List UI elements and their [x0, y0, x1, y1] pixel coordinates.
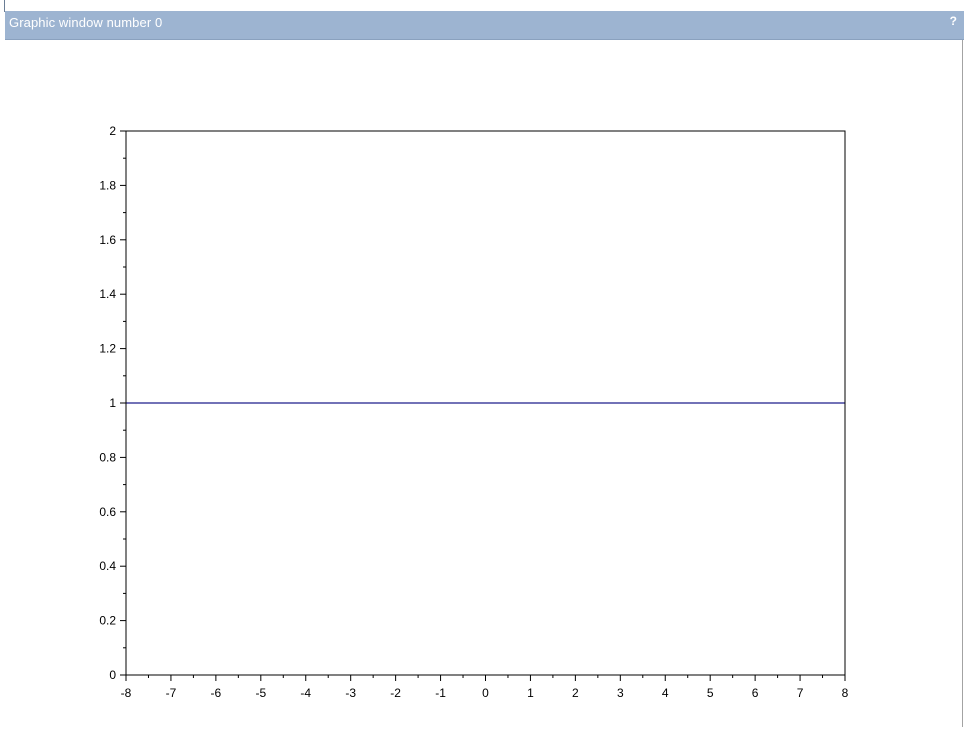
x-tick-label: -4 [300, 686, 311, 700]
line-chart: 0 0.2 0.4 0.6 0.8 1 1.2 1.4 1.6 1.8 2 -8 -7 -6 -5 -4 -3… [99, 124, 849, 700]
x-tick-label: 7 [797, 686, 804, 700]
x-axis-ticks: -8 -7 -6 -5 -4 -3 -2 -1 0 1 2 3 4 5 6 7 8 [121, 675, 849, 700]
x-tick-label: 0 [482, 686, 489, 700]
x-tick-label: -5 [255, 686, 266, 700]
y-tick-label: 0.4 [99, 559, 116, 573]
y-tick-label: 1.2 [99, 342, 116, 356]
y-tick-label: 1 [109, 396, 116, 410]
x-tick-label: -3 [345, 686, 356, 700]
x-tick-label: -6 [211, 686, 222, 700]
x-tick-label: 4 [662, 686, 669, 700]
y-tick-label: 1.4 [99, 287, 116, 301]
x-tick-label: 5 [707, 686, 714, 700]
x-tick-label: -2 [390, 686, 401, 700]
y-tick-label: 0.6 [99, 505, 116, 519]
plot-frame [125, 130, 846, 676]
title-bar[interactable]: Graphic window number 0 ? [5, 11, 964, 40]
x-tick-label: 8 [842, 686, 849, 700]
plot-area: 0 0.2 0.4 0.6 0.8 1 1.2 1.4 1.6 1.8 2 -8 -7 -6 -5 -4 -3… [0, 40, 962, 727]
x-tick-label: 2 [572, 686, 579, 700]
window-right-border [962, 40, 963, 727]
x-tick-label: 1 [527, 686, 534, 700]
y-tick-label: 1.6 [99, 233, 116, 247]
window-title: Graphic window number 0 [9, 15, 163, 30]
y-tick-label: 0.2 [99, 614, 116, 628]
x-tick-label: -1 [435, 686, 446, 700]
window-left-edge [4, 0, 5, 12]
y-tick-label: 0 [109, 668, 116, 682]
x-tick-label: 6 [752, 686, 759, 700]
x-tick-label: -8 [121, 686, 132, 700]
y-tick-label: 0.8 [99, 450, 116, 464]
y-axis-ticks: 0 0.2 0.4 0.6 0.8 1 1.2 1.4 1.6 1.8 2 [99, 124, 126, 682]
y-tick-label: 2 [109, 124, 116, 138]
x-tick-label: 3 [617, 686, 624, 700]
x-tick-label: -7 [166, 686, 177, 700]
y-tick-label: 1.8 [99, 178, 116, 192]
help-question-icon[interactable]: ? [949, 14, 957, 28]
